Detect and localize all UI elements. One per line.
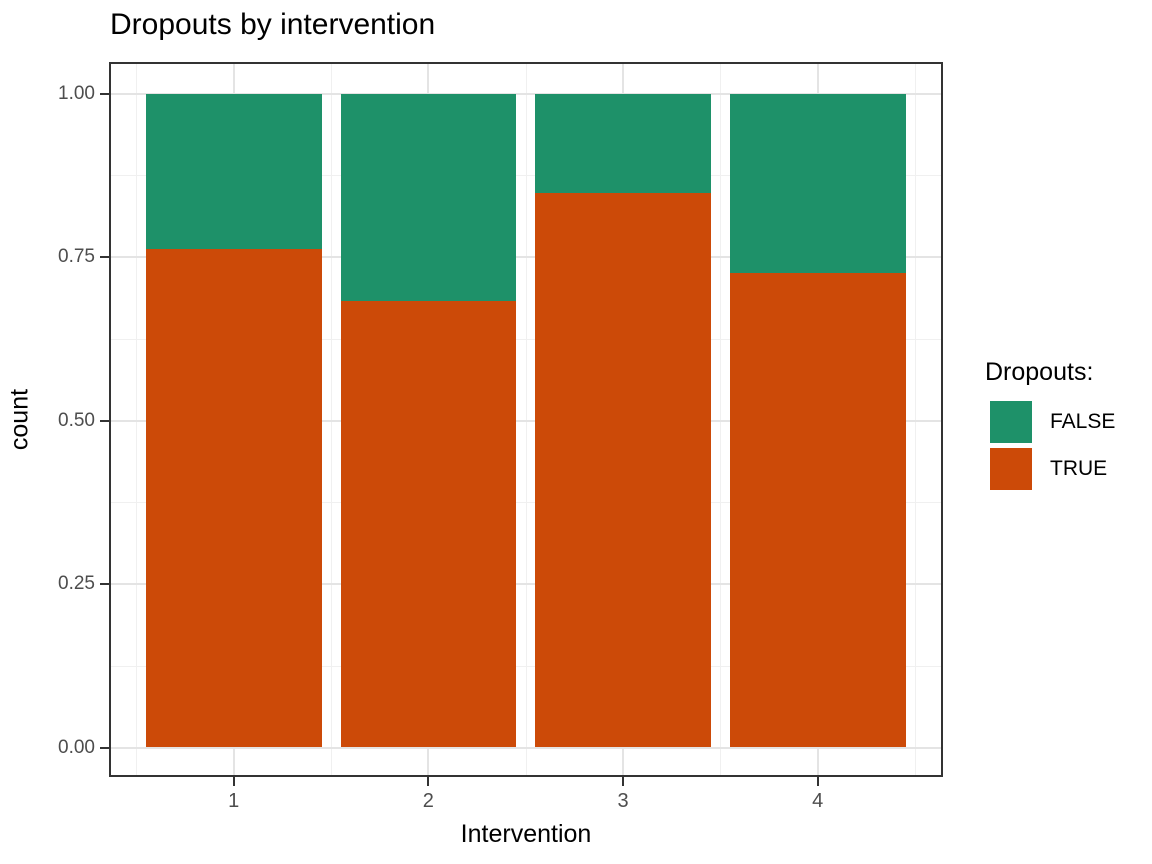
y-axis-title: count: [7, 360, 34, 480]
bar-intervention-4: [730, 62, 906, 777]
x-tick: [817, 777, 819, 786]
x-tick-label: 1: [194, 788, 274, 814]
y-tick: [100, 420, 109, 422]
legend-label: TRUE: [1050, 457, 1107, 481]
bar-segment-true: [146, 249, 322, 747]
bar-segment-true: [535, 193, 711, 748]
bar-segment-false: [535, 94, 711, 193]
x-tick-label: 2: [388, 788, 468, 814]
legend-entry-true: TRUE: [985, 448, 1115, 490]
legend-label: FALSE: [1050, 410, 1115, 434]
x-tick: [427, 777, 429, 786]
y-tick: [100, 583, 109, 585]
legend-title: Dropouts:: [985, 358, 1115, 387]
bar-intervention-1: [146, 62, 322, 777]
y-tick-label: 0.25: [0, 570, 95, 598]
bar-intervention-3: [535, 62, 711, 777]
y-tick-label: 0.00: [0, 734, 95, 762]
y-tick-label: 0.75: [0, 243, 95, 271]
bar-segment-false: [146, 94, 322, 250]
bar-segment-false: [730, 94, 906, 274]
x-tick: [233, 777, 235, 786]
chart-figure: Dropouts by intervention 0.000.250.500.7…: [0, 0, 1152, 864]
y-tick: [100, 747, 109, 749]
x-tick-label: 4: [778, 788, 858, 814]
y-tick-label: 1.00: [0, 80, 95, 108]
x-axis-title: Intervention: [109, 820, 943, 849]
legend-swatch-true: [990, 448, 1032, 490]
legend-entry-false: FALSE: [985, 401, 1115, 443]
bar-segment-false: [341, 94, 517, 302]
legend-swatch-false: [990, 401, 1032, 443]
bar-intervention-2: [341, 62, 517, 777]
x-tick: [622, 777, 624, 786]
y-tick: [100, 93, 109, 95]
x-tick-label: 3: [583, 788, 663, 814]
y-tick: [100, 256, 109, 258]
plot-panel: [109, 62, 943, 777]
bar-segment-true: [341, 301, 517, 747]
chart-title: Dropouts by intervention: [110, 6, 435, 44]
bar-segment-true: [730, 273, 906, 747]
legend: Dropouts: FALSE TRUE: [985, 358, 1115, 495]
